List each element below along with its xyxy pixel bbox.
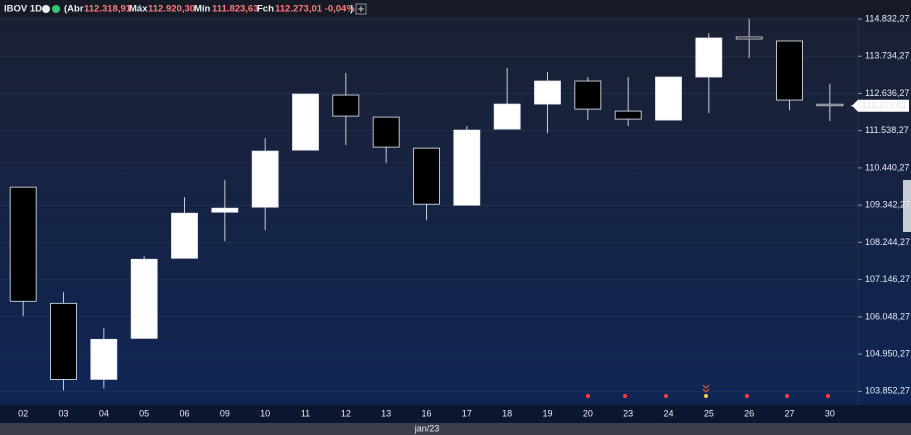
- candle-body: [614, 110, 642, 120]
- event-markers: [586, 384, 830, 398]
- add-icon: [358, 6, 364, 12]
- candle-body: [413, 147, 440, 205]
- candle-body: [655, 76, 682, 121]
- candle-body: [574, 80, 602, 110]
- x-tick-label: 11: [301, 408, 310, 418]
- y-tick-label: 107.146,27: [865, 274, 910, 284]
- x-tick-label: 30: [825, 408, 835, 418]
- candle-body: [816, 103, 844, 107]
- y-tick-label: 103.852,27: [865, 386, 910, 396]
- candle-body: [776, 40, 803, 101]
- y-tick-label: 110.440,27: [865, 162, 909, 172]
- x-tick-label: 02: [18, 408, 28, 418]
- event-dot[interactable]: [785, 394, 789, 398]
- candle-body: [9, 186, 37, 302]
- x-tick-label: 20: [583, 408, 593, 418]
- x-tick-label: 12: [341, 408, 351, 418]
- last-price-label: 112.273,01: [862, 100, 907, 110]
- candle-body: [130, 258, 158, 339]
- x-tick-label: 27: [784, 408, 794, 418]
- open-value: 112.318,91: [84, 4, 132, 15]
- x-tick-label: 04: [99, 408, 109, 418]
- x-tick-label: 13: [381, 408, 391, 418]
- x-tick-label: 19: [542, 408, 552, 418]
- x-group-band: [0, 423, 911, 435]
- event-dot[interactable]: [586, 394, 590, 398]
- low-label: Mín: [194, 4, 211, 15]
- y-tick-label: 113.734,27: [865, 51, 909, 61]
- close-paren: ): [350, 4, 353, 15]
- symbol: IBOV 1D: [4, 4, 42, 15]
- candle-body: [493, 103, 521, 130]
- y-tick-label: 106.048,27: [865, 311, 910, 321]
- x-tick-label: 06: [179, 408, 189, 418]
- candle-body: [372, 116, 400, 148]
- x-group-label: jan/23: [414, 423, 440, 433]
- candle-body: [453, 129, 481, 206]
- last-price-tag: [852, 99, 909, 112]
- event-dot[interactable]: [664, 394, 668, 398]
- y-tick-label: 108.244,27: [865, 237, 910, 247]
- y-tick-label: 114.832,27: [865, 13, 909, 23]
- candle-body: [251, 150, 279, 208]
- y-tick-label: 111.538,27: [865, 125, 909, 135]
- x-tick-label: 10: [260, 408, 270, 418]
- event-dot[interactable]: [826, 394, 830, 398]
- header-bar: [0, 0, 911, 17]
- x-tick-label: 23: [623, 408, 633, 418]
- x-tick-label: 24: [663, 408, 673, 418]
- high-label: Máx: [129, 4, 148, 15]
- candle-body: [534, 80, 561, 105]
- y-tick-label: 104.950,27: [865, 348, 910, 358]
- event-arrow: [702, 384, 710, 393]
- low-value: 111.823,63: [212, 4, 259, 15]
- side-handle[interactable]: [903, 180, 911, 232]
- close-label: Fch: [257, 4, 274, 15]
- candle-body: [332, 94, 360, 117]
- minimize-icon[interactable]: [42, 5, 50, 13]
- x-tick-label: 05: [139, 408, 149, 418]
- x-tick-label: 26: [744, 408, 754, 418]
- candle-body: [695, 37, 723, 78]
- candle-body: [292, 93, 319, 151]
- event-dot[interactable]: [704, 394, 708, 398]
- candle-body: [90, 338, 118, 380]
- x-tick-label: 09: [220, 408, 230, 418]
- candle-body: [171, 212, 198, 259]
- candle-body: [735, 36, 763, 40]
- event-dot[interactable]: [745, 394, 749, 398]
- event-dot[interactable]: [623, 394, 627, 398]
- candle-body: [50, 302, 77, 380]
- status-icon[interactable]: [52, 5, 60, 13]
- x-tick-label: 25: [704, 408, 714, 418]
- x-tick-label: 18: [502, 408, 512, 418]
- x-tick-label: 03: [58, 408, 68, 418]
- x-tick-label: 17: [462, 408, 472, 418]
- candle-body: [211, 207, 239, 213]
- y-tick-label: 109.342,27: [865, 200, 910, 210]
- x-tick-label: 16: [421, 408, 431, 418]
- high-value: 112.920,30: [148, 4, 195, 15]
- close-value: 112.273,01 -0,04%: [275, 4, 355, 15]
- x-axis-band: [0, 405, 911, 423]
- open-label: (Abr: [64, 4, 84, 15]
- y-tick-label: 112.636,27: [865, 88, 909, 98]
- add-button[interactable]: [355, 3, 367, 15]
